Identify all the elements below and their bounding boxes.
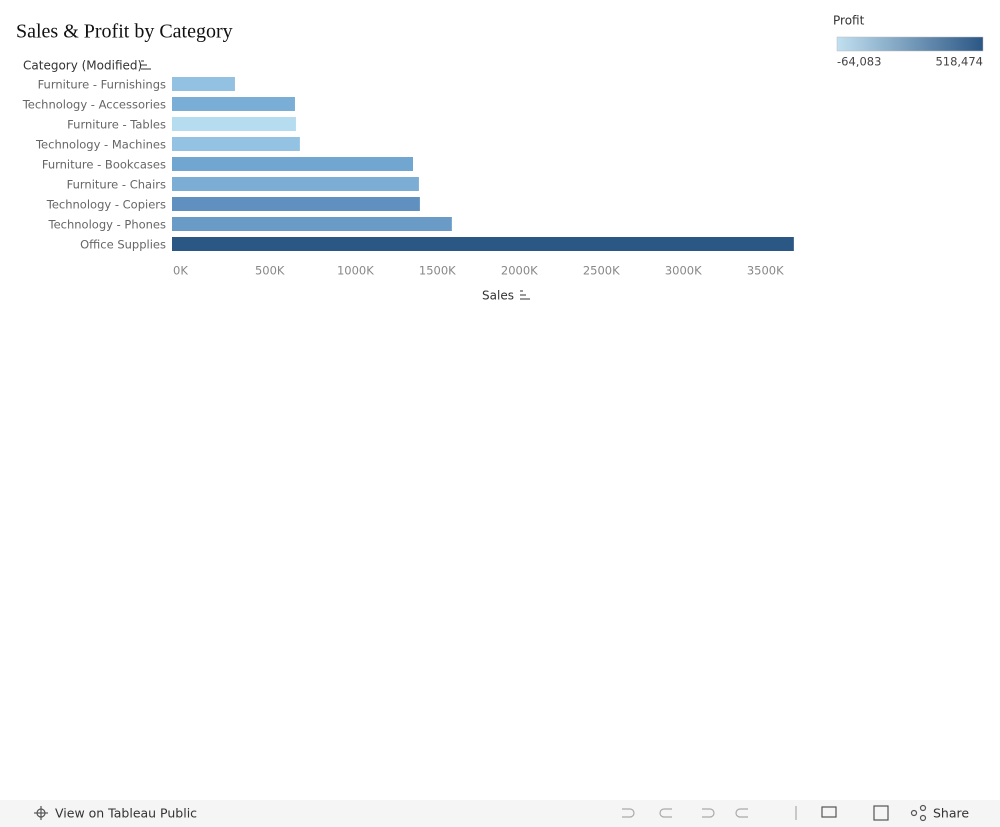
bar: [172, 157, 414, 171]
y-tick-label: Technology - Accessories: [22, 98, 166, 112]
legend-tick-label: 518,474: [935, 55, 983, 69]
y-tick-label: Technology - Machines: [35, 138, 166, 152]
legend-gradient: [836, 36, 984, 52]
bar: [172, 237, 794, 251]
share-button[interactable]: Share: [933, 806, 969, 821]
toolbar-icons[interactable]: [622, 804, 927, 822]
chart-title: Sales & Profit by Category: [16, 21, 233, 43]
y-tick-label: Furniture - Chairs: [67, 178, 166, 192]
x-tick-label: 500K: [255, 264, 285, 278]
y-axis-title: Category (Modified): [23, 59, 142, 73]
bar: [172, 97, 295, 111]
sort-icon: [520, 290, 530, 300]
sort-icon: [141, 60, 151, 70]
bar: [172, 77, 235, 91]
y-tick-label: Technology - Copiers: [46, 198, 166, 212]
x-tick-label: 1000K: [337, 264, 374, 278]
bar: [172, 117, 296, 131]
y-tick-label: Furniture - Tables: [67, 118, 166, 132]
bar: [172, 197, 420, 211]
x-tick-label: 0K: [173, 264, 188, 278]
x-tick-label: 1500K: [419, 264, 456, 278]
bar: [172, 177, 419, 191]
x-axis-title: Sales: [482, 289, 514, 303]
view-link[interactable]: View on Tableau Public: [55, 806, 197, 821]
toolbar: [0, 800, 1000, 827]
tableau-icon: [34, 806, 48, 820]
y-tick-label: Technology - Phones: [48, 218, 167, 232]
x-tick-label: 3500K: [747, 264, 784, 278]
x-tick-label: 2000K: [501, 264, 538, 278]
bar: [172, 217, 452, 231]
legend-tick-label: -64,083: [837, 55, 881, 69]
x-tick-label: 2500K: [583, 264, 620, 278]
y-tick-label: Furniture - Furnishings: [38, 78, 166, 92]
y-tick-label: Office Supplies: [80, 238, 166, 252]
x-tick-label: 3000K: [665, 264, 702, 278]
legend-title: Profit: [833, 14, 865, 28]
y-tick-label: Furniture - Bookcases: [42, 158, 166, 172]
bar: [172, 137, 300, 151]
